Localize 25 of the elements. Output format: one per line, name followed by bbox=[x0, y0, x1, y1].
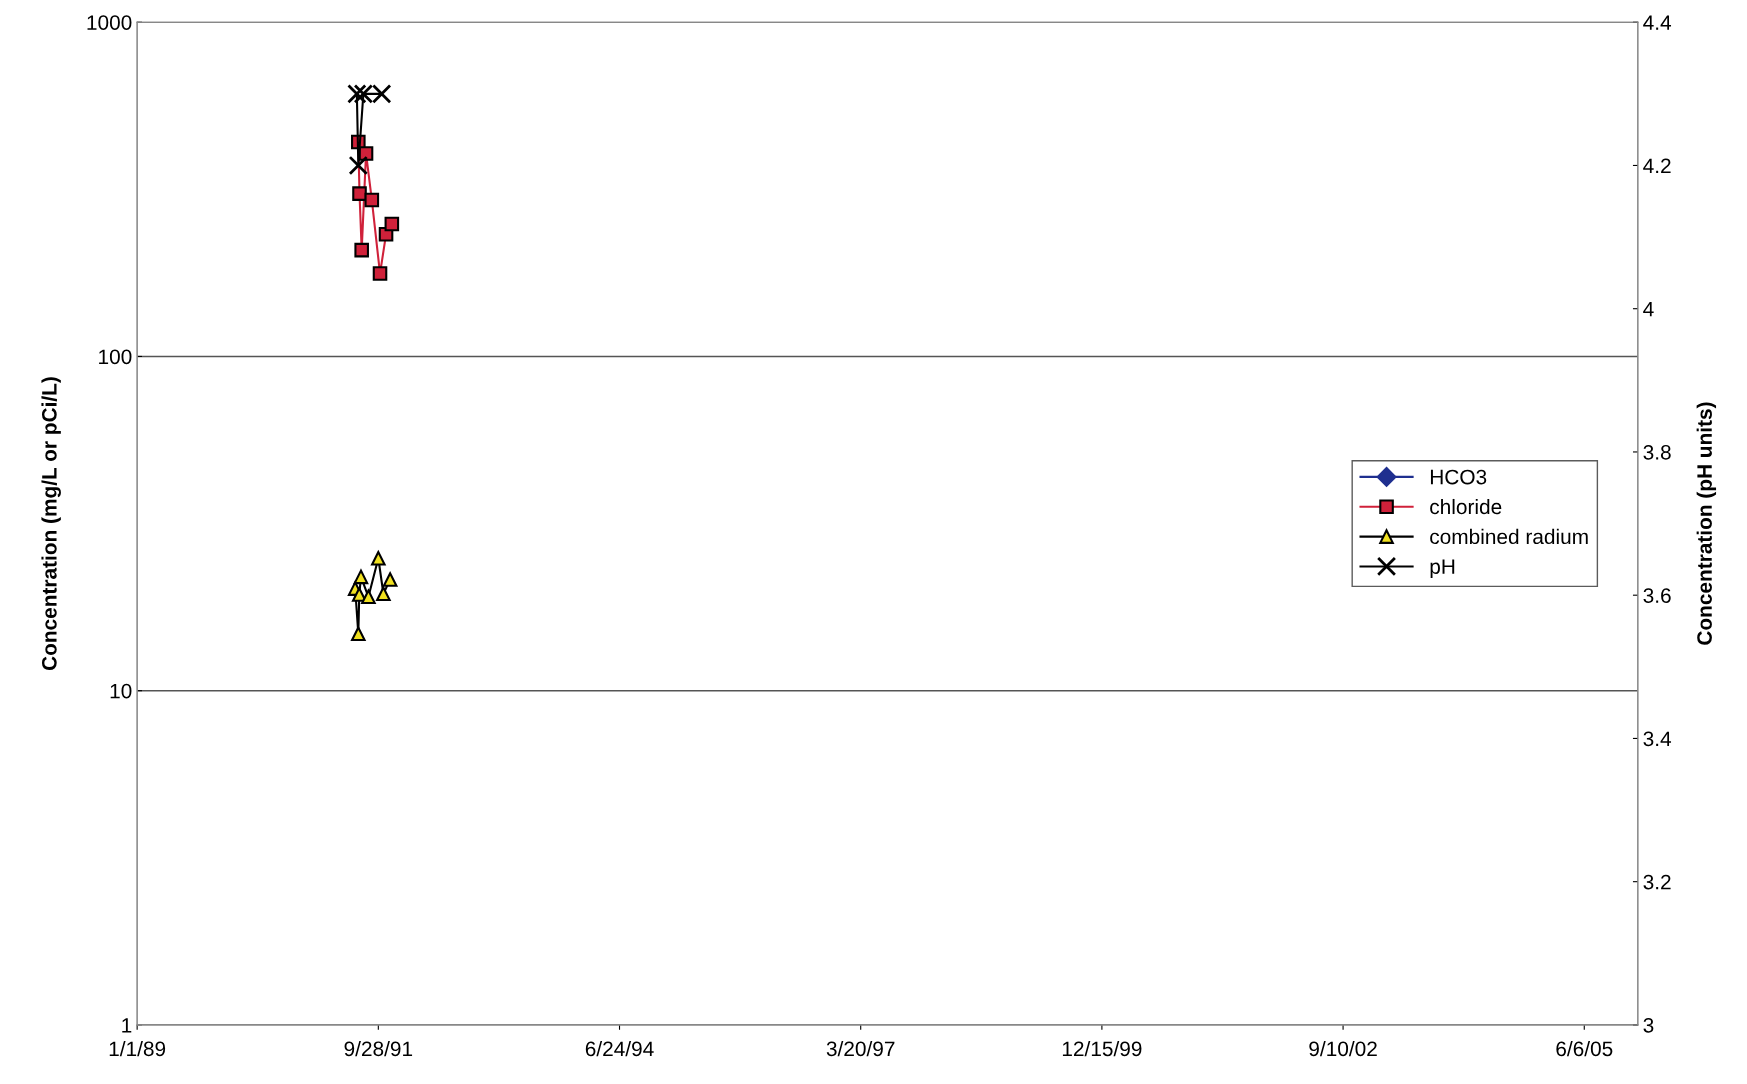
legend-label: chloride bbox=[1430, 498, 1502, 515]
y-tick-label: 1000 bbox=[87, 15, 132, 30]
y2-tick-label: 3.4 bbox=[1643, 731, 1672, 747]
x-tick-label: 9/10/02 bbox=[1309, 1040, 1377, 1057]
x-tick-label: 1/1/89 bbox=[109, 1040, 166, 1057]
y2-tick-label: 4.2 bbox=[1643, 158, 1671, 174]
y2-tick-label: 3.2 bbox=[1643, 874, 1671, 890]
y2-tick-label: 4 bbox=[1643, 301, 1654, 317]
y2-tick-label: 3 bbox=[1643, 1017, 1654, 1033]
legend-label: pH bbox=[1430, 559, 1455, 579]
y2-tick-label: 4.4 bbox=[1643, 15, 1672, 30]
x-tick-label: 6/24/94 bbox=[585, 1040, 654, 1057]
legend-label: HCO3 bbox=[1430, 469, 1487, 485]
x-tick-label: 9/28/91 bbox=[344, 1040, 413, 1057]
legend-label: combined radium bbox=[1430, 528, 1588, 545]
x-tick-label: 6/6/05 bbox=[1556, 1040, 1613, 1057]
y-axis-title: Concentration (mg/L or pCi/L) bbox=[41, 377, 61, 671]
y2-tick-label: 3.6 bbox=[1643, 588, 1671, 603]
y2-axis-title: Concentration (pH units) bbox=[1696, 402, 1717, 645]
x-tick-label: 12/15/99 bbox=[1062, 1040, 1142, 1057]
y-tick-label: 10 bbox=[110, 683, 132, 699]
x-tick-label: 3/20/97 bbox=[826, 1040, 895, 1057]
y2-tick-label: 3.8 bbox=[1643, 444, 1671, 460]
y-tick-label: 100 bbox=[99, 349, 132, 365]
y-tick-label: 1 bbox=[122, 1018, 132, 1033]
